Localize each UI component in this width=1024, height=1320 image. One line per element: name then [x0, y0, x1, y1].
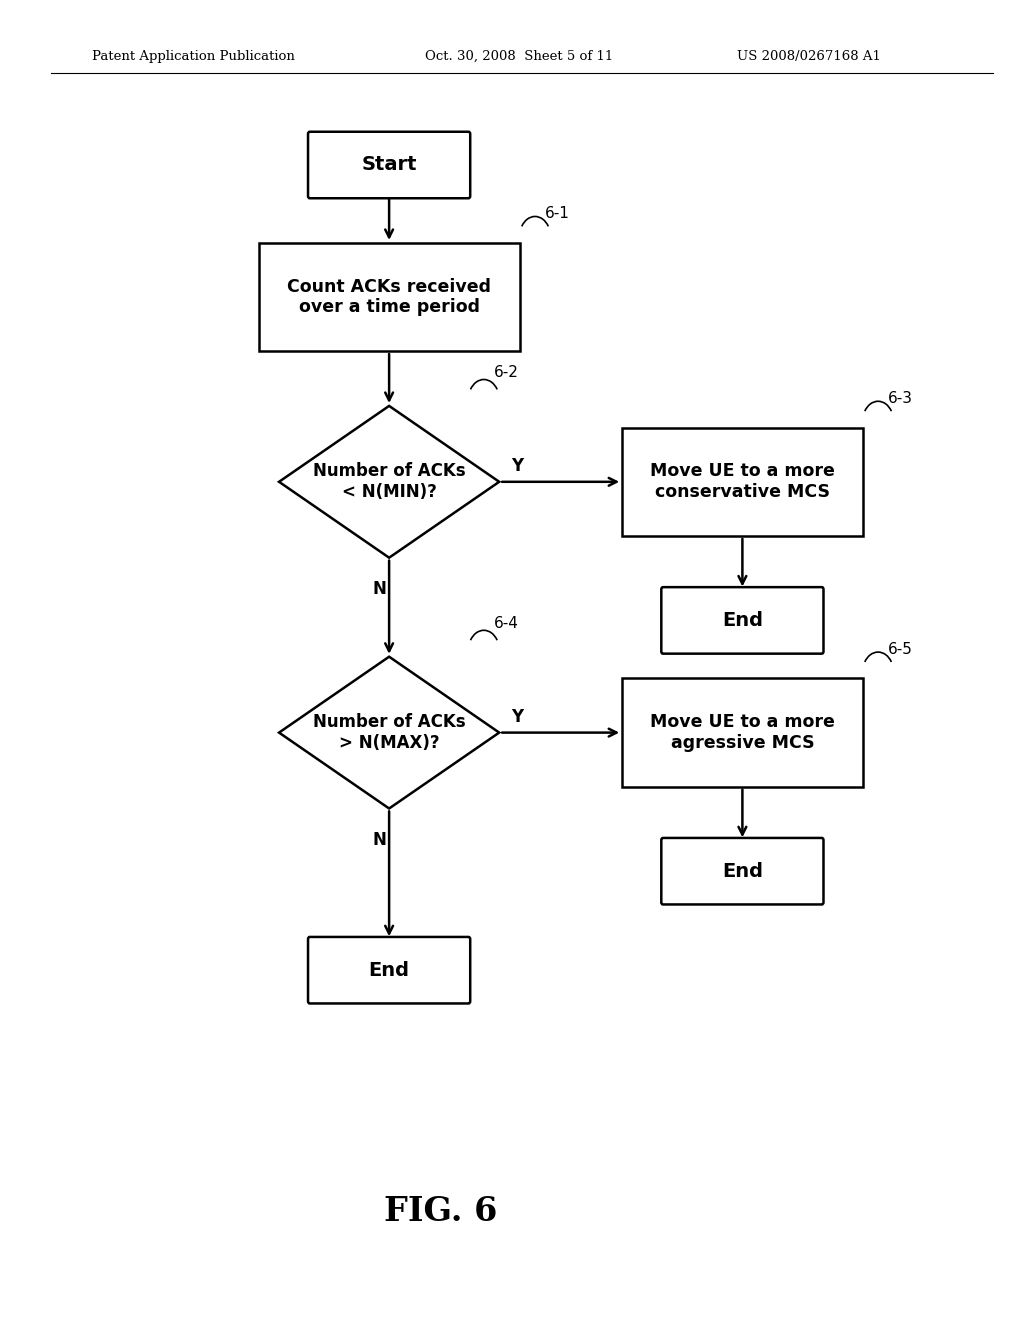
Text: Oct. 30, 2008  Sheet 5 of 11: Oct. 30, 2008 Sheet 5 of 11 [425, 50, 613, 63]
Text: US 2008/0267168 A1: US 2008/0267168 A1 [737, 50, 882, 63]
FancyBboxPatch shape [308, 132, 470, 198]
Text: Move UE to a more
agressive MCS: Move UE to a more agressive MCS [650, 713, 835, 752]
Text: Number of ACKs
> N(MAX)?: Number of ACKs > N(MAX)? [312, 713, 466, 752]
Text: N: N [373, 581, 387, 598]
Text: Y: Y [512, 457, 523, 475]
FancyBboxPatch shape [308, 937, 470, 1003]
Text: Start: Start [361, 156, 417, 174]
Text: End: End [722, 862, 763, 880]
Text: End: End [722, 611, 763, 630]
Text: 6-3: 6-3 [889, 391, 913, 407]
Text: Move UE to a more
conservative MCS: Move UE to a more conservative MCS [650, 462, 835, 502]
Text: Count ACKs received
over a time period: Count ACKs received over a time period [287, 277, 492, 317]
Text: End: End [369, 961, 410, 979]
Text: Patent Application Publication: Patent Application Publication [92, 50, 295, 63]
Bar [622, 678, 862, 787]
Text: 6-5: 6-5 [889, 642, 913, 657]
Polygon shape [279, 656, 500, 808]
FancyBboxPatch shape [662, 838, 823, 904]
Text: 6-2: 6-2 [494, 366, 519, 380]
Bar [622, 428, 862, 536]
FancyBboxPatch shape [662, 587, 823, 653]
Text: Number of ACKs
< N(MIN)?: Number of ACKs < N(MIN)? [312, 462, 466, 502]
Text: 6-4: 6-4 [494, 616, 519, 631]
Text: Y: Y [512, 708, 523, 726]
Text: 6-1: 6-1 [546, 206, 570, 222]
Bar [258, 243, 520, 351]
Polygon shape [279, 407, 500, 557]
Text: N: N [373, 832, 387, 849]
Text: FIG. 6: FIG. 6 [384, 1196, 497, 1228]
